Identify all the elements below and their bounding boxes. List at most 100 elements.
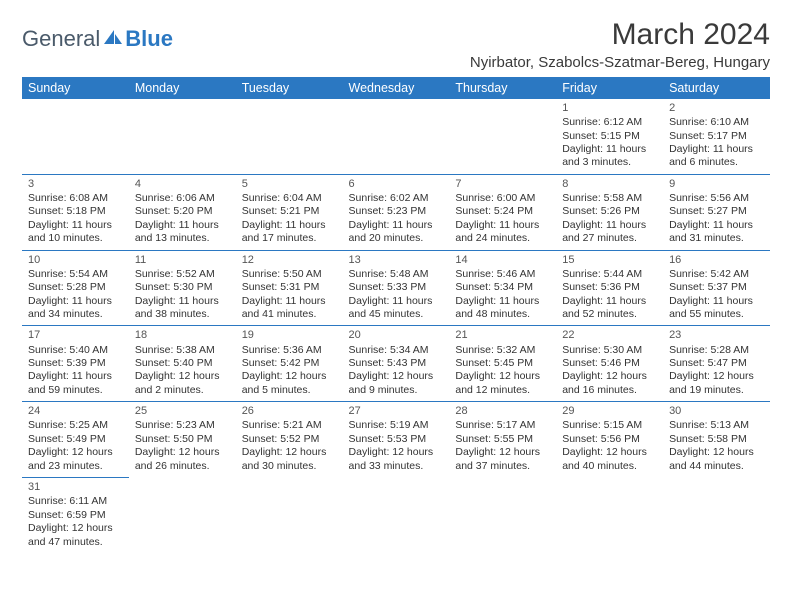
- daylight-text: Daylight: 12 hours and 26 minutes.: [135, 446, 230, 473]
- daylight-text: Daylight: 12 hours and 12 minutes.: [455, 370, 550, 397]
- day-number: 3: [28, 177, 123, 191]
- day-number: 11: [135, 253, 230, 267]
- day-number: 1: [562, 101, 657, 115]
- calendar-cell: 22Sunrise: 5:30 AMSunset: 5:46 PMDayligh…: [556, 326, 663, 402]
- calendar-cell: 21Sunrise: 5:32 AMSunset: 5:45 PMDayligh…: [449, 326, 556, 402]
- daylight-text: Daylight: 11 hours and 10 minutes.: [28, 219, 123, 246]
- daylight-text: Daylight: 12 hours and 47 minutes.: [28, 522, 123, 549]
- calendar-cell: [22, 99, 129, 174]
- day-number: 27: [349, 404, 444, 418]
- day-number: 7: [455, 177, 550, 191]
- calendar-cell: 20Sunrise: 5:34 AMSunset: 5:43 PMDayligh…: [343, 326, 450, 402]
- calendar-cell: [343, 478, 450, 553]
- sunrise-text: Sunrise: 6:11 AM: [28, 495, 123, 508]
- location-text: Nyirbator, Szabolcs-Szatmar-Bereg, Hunga…: [470, 54, 770, 71]
- daylight-text: Daylight: 12 hours and 30 minutes.: [242, 446, 337, 473]
- calendar-cell: 31Sunrise: 6:11 AMSunset: 6:59 PMDayligh…: [22, 478, 129, 553]
- daylight-text: Daylight: 12 hours and 5 minutes.: [242, 370, 337, 397]
- logo-text-general: General: [22, 26, 100, 52]
- sunset-text: Sunset: 5:24 PM: [455, 205, 550, 218]
- title-block: March 2024 Nyirbator, Szabolcs-Szatmar-B…: [470, 18, 770, 71]
- daylight-text: Daylight: 11 hours and 13 minutes.: [135, 219, 230, 246]
- weekday-header: Saturday: [663, 77, 770, 99]
- calendar-cell: 26Sunrise: 5:21 AMSunset: 5:52 PMDayligh…: [236, 402, 343, 478]
- day-number: 22: [562, 328, 657, 342]
- day-number: 16: [669, 253, 764, 267]
- sunset-text: Sunset: 5:46 PM: [562, 357, 657, 370]
- daylight-text: Daylight: 12 hours and 37 minutes.: [455, 446, 550, 473]
- sunrise-text: Sunrise: 5:42 AM: [669, 268, 764, 281]
- calendar-cell: [343, 99, 450, 174]
- sunset-text: Sunset: 5:27 PM: [669, 205, 764, 218]
- sunset-text: Sunset: 5:23 PM: [349, 205, 444, 218]
- sunset-text: Sunset: 5:56 PM: [562, 433, 657, 446]
- day-number: 8: [562, 177, 657, 191]
- sunset-text: Sunset: 5:55 PM: [455, 433, 550, 446]
- calendar-cell: 8Sunrise: 5:58 AMSunset: 5:26 PMDaylight…: [556, 174, 663, 250]
- sunrise-text: Sunrise: 6:10 AM: [669, 116, 764, 129]
- calendar-cell: [129, 478, 236, 553]
- sunrise-text: Sunrise: 6:02 AM: [349, 192, 444, 205]
- daylight-text: Daylight: 11 hours and 24 minutes.: [455, 219, 550, 246]
- calendar-cell: [236, 478, 343, 553]
- calendar-cell: 18Sunrise: 5:38 AMSunset: 5:40 PMDayligh…: [129, 326, 236, 402]
- sunrise-text: Sunrise: 5:17 AM: [455, 419, 550, 432]
- sunset-text: Sunset: 5:45 PM: [455, 357, 550, 370]
- calendar-cell: 3Sunrise: 6:08 AMSunset: 5:18 PMDaylight…: [22, 174, 129, 250]
- sunset-text: Sunset: 5:43 PM: [349, 357, 444, 370]
- calendar-cell: 7Sunrise: 6:00 AMSunset: 5:24 PMDaylight…: [449, 174, 556, 250]
- logo-text-blue: Blue: [125, 26, 173, 52]
- daylight-text: Daylight: 11 hours and 52 minutes.: [562, 295, 657, 322]
- daylight-text: Daylight: 11 hours and 17 minutes.: [242, 219, 337, 246]
- daylight-text: Daylight: 12 hours and 23 minutes.: [28, 446, 123, 473]
- sunset-text: Sunset: 5:17 PM: [669, 130, 764, 143]
- day-number: 30: [669, 404, 764, 418]
- daylight-text: Daylight: 11 hours and 34 minutes.: [28, 295, 123, 322]
- sunset-text: Sunset: 5:47 PM: [669, 357, 764, 370]
- calendar-row: 1Sunrise: 6:12 AMSunset: 5:15 PMDaylight…: [22, 99, 770, 174]
- sunrise-text: Sunrise: 5:34 AM: [349, 344, 444, 357]
- calendar-cell: 5Sunrise: 6:04 AMSunset: 5:21 PMDaylight…: [236, 174, 343, 250]
- calendar-cell: 13Sunrise: 5:48 AMSunset: 5:33 PMDayligh…: [343, 250, 450, 326]
- day-number: 6: [349, 177, 444, 191]
- calendar-row: 17Sunrise: 5:40 AMSunset: 5:39 PMDayligh…: [22, 326, 770, 402]
- calendar-cell: [449, 99, 556, 174]
- sunset-text: Sunset: 5:58 PM: [669, 433, 764, 446]
- sunset-text: Sunset: 5:20 PM: [135, 205, 230, 218]
- sunrise-text: Sunrise: 5:25 AM: [28, 419, 123, 432]
- day-number: 25: [135, 404, 230, 418]
- calendar-cell: 2Sunrise: 6:10 AMSunset: 5:17 PMDaylight…: [663, 99, 770, 174]
- sunrise-text: Sunrise: 5:50 AM: [242, 268, 337, 281]
- day-number: 10: [28, 253, 123, 267]
- day-number: 17: [28, 328, 123, 342]
- sunset-text: Sunset: 5:28 PM: [28, 281, 123, 294]
- calendar-row: 3Sunrise: 6:08 AMSunset: 5:18 PMDaylight…: [22, 174, 770, 250]
- daylight-text: Daylight: 11 hours and 6 minutes.: [669, 143, 764, 170]
- daylight-text: Daylight: 12 hours and 9 minutes.: [349, 370, 444, 397]
- day-number: 18: [135, 328, 230, 342]
- sunset-text: Sunset: 5:40 PM: [135, 357, 230, 370]
- day-number: 21: [455, 328, 550, 342]
- sunset-text: Sunset: 5:30 PM: [135, 281, 230, 294]
- sunrise-text: Sunrise: 6:06 AM: [135, 192, 230, 205]
- calendar-row: 31Sunrise: 6:11 AMSunset: 6:59 PMDayligh…: [22, 478, 770, 553]
- sunset-text: Sunset: 5:49 PM: [28, 433, 123, 446]
- sunset-text: Sunset: 5:36 PM: [562, 281, 657, 294]
- sunrise-text: Sunrise: 5:13 AM: [669, 419, 764, 432]
- calendar-cell: [449, 478, 556, 553]
- calendar-cell: 15Sunrise: 5:44 AMSunset: 5:36 PMDayligh…: [556, 250, 663, 326]
- weekday-header: Monday: [129, 77, 236, 99]
- calendar-cell: 27Sunrise: 5:19 AMSunset: 5:53 PMDayligh…: [343, 402, 450, 478]
- sunrise-text: Sunrise: 5:58 AM: [562, 192, 657, 205]
- calendar-cell: 30Sunrise: 5:13 AMSunset: 5:58 PMDayligh…: [663, 402, 770, 478]
- calendar-cell: 14Sunrise: 5:46 AMSunset: 5:34 PMDayligh…: [449, 250, 556, 326]
- logo: General Blue: [22, 26, 173, 52]
- daylight-text: Daylight: 12 hours and 16 minutes.: [562, 370, 657, 397]
- daylight-text: Daylight: 12 hours and 33 minutes.: [349, 446, 444, 473]
- sunrise-text: Sunrise: 5:28 AM: [669, 344, 764, 357]
- calendar-cell: 28Sunrise: 5:17 AMSunset: 5:55 PMDayligh…: [449, 402, 556, 478]
- sunset-text: Sunset: 5:33 PM: [349, 281, 444, 294]
- day-number: 15: [562, 253, 657, 267]
- sunset-text: Sunset: 5:53 PM: [349, 433, 444, 446]
- day-number: 29: [562, 404, 657, 418]
